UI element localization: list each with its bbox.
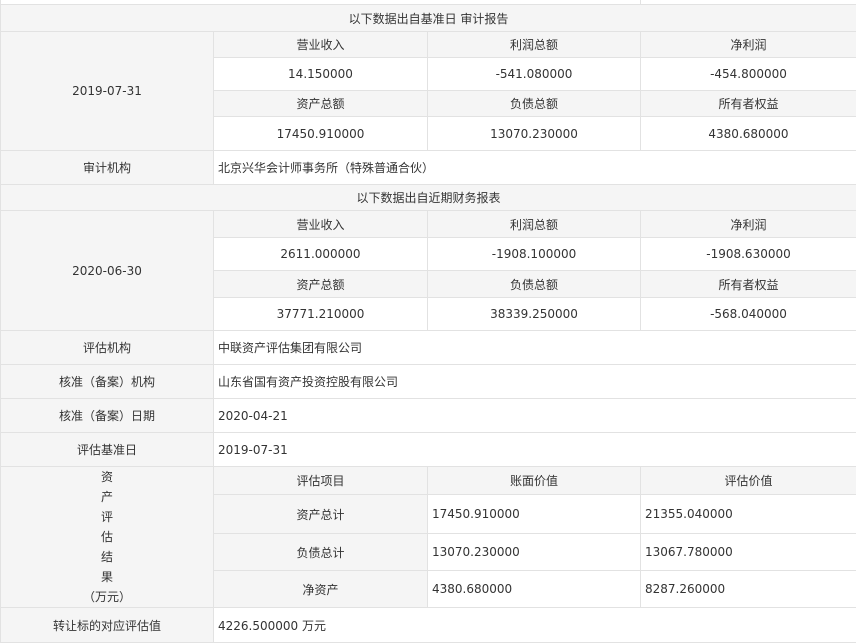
- value-revenue: 2611.000000: [214, 238, 428, 271]
- header-total-profit: 利润总额: [428, 32, 641, 58]
- header-total-assets: 资产总额: [214, 271, 428, 298]
- label-char: （万元）: [5, 587, 209, 607]
- approval-date-label: 核准（备案）日期: [1, 399, 214, 433]
- header-net-profit: 净利润: [641, 211, 856, 238]
- header-owner-equity: 所有者权益: [641, 91, 856, 117]
- header-revenue: 营业收入: [214, 32, 428, 58]
- item-name: 负债总计: [214, 534, 428, 571]
- header-total-liabilities: 负债总额: [428, 271, 641, 298]
- label-char: 估: [5, 527, 209, 547]
- header-book-value: 账面价值: [428, 467, 641, 495]
- auditor-label: 审计机构: [1, 151, 214, 185]
- header-net-profit: 净利润: [641, 32, 856, 58]
- label-char: 评: [5, 507, 209, 527]
- value-total-profit: -541.080000: [428, 58, 641, 91]
- value-total-assets: 37771.210000: [214, 298, 428, 331]
- header-item: 评估项目: [214, 467, 428, 495]
- label-char: 果: [5, 567, 209, 587]
- transfer-value-label: 转让标的对应评估值: [1, 608, 214, 643]
- header-appraised-value: 评估价值: [641, 467, 856, 495]
- value-net-profit: -1908.630000: [641, 238, 856, 271]
- header-total-assets: 资产总额: [214, 91, 428, 117]
- approval-agency-value: 山东省国有资产投资控股有限公司: [214, 365, 856, 399]
- book-value: 4380.680000: [428, 571, 641, 608]
- header-total-liabilities: 负债总额: [428, 91, 641, 117]
- header-owner-equity: 所有者权益: [641, 271, 856, 298]
- recent-date: 2020-06-30: [1, 211, 214, 331]
- appraised-value: 13067.780000: [641, 534, 856, 571]
- label-char: 产: [5, 487, 209, 507]
- approval-date-value: 2020-04-21: [214, 399, 856, 433]
- recent-section-title: 以下数据出自近期财务报表: [1, 185, 856, 211]
- appraiser-label: 评估机构: [1, 331, 214, 365]
- value-net-profit: -454.800000: [641, 58, 856, 91]
- transfer-value: 4226.500000 万元: [214, 608, 856, 643]
- appraised-value: 21355.040000: [641, 495, 856, 534]
- approval-agency-label: 核准（备案）机构: [1, 365, 214, 399]
- value-total-liabilities: 38339.250000: [428, 298, 641, 331]
- value-total-profit: -1908.100000: [428, 238, 641, 271]
- audit-section-title: 以下数据出自基准日 审计报告: [1, 5, 856, 32]
- valuation-date-value: 2019-07-31: [214, 433, 856, 467]
- book-value: 13070.230000: [428, 534, 641, 571]
- auditor-value: 北京兴华会计师事务所（特殊普通合伙）: [214, 151, 856, 185]
- label-char: 结: [5, 547, 209, 567]
- value-total-liabilities: 13070.230000: [428, 117, 641, 151]
- audit-date: 2019-07-31: [1, 32, 214, 151]
- item-name: 资产总计: [214, 495, 428, 534]
- value-revenue: 14.150000: [214, 58, 428, 91]
- valuation-result-label: 资 产 评 估 结 果 （万元）: [1, 467, 214, 608]
- value-owner-equity: -568.040000: [641, 298, 856, 331]
- item-name: 净资产: [214, 571, 428, 608]
- book-value: 17450.910000: [428, 495, 641, 534]
- value-owner-equity: 4380.680000: [641, 117, 856, 151]
- appraiser-value: 中联资产评估集团有限公司: [214, 331, 856, 365]
- value-total-assets: 17450.910000: [214, 117, 428, 151]
- appraised-value: 8287.260000: [641, 571, 856, 608]
- label-char: 资: [5, 467, 209, 487]
- valuation-date-label: 评估基准日: [1, 433, 214, 467]
- header-total-profit: 利润总额: [428, 211, 641, 238]
- header-revenue: 营业收入: [214, 211, 428, 238]
